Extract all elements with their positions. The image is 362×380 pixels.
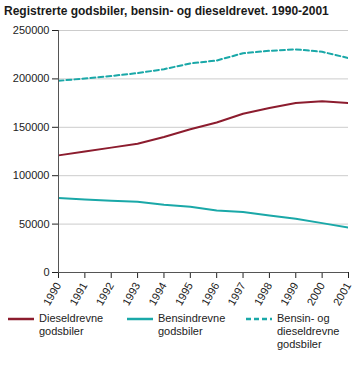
html-text:Bensin- og dieseldrevne godsbi: Bensin- og dieseldrevne godsbiler bbox=[277, 312, 340, 350]
svg-text:1997: 1997 bbox=[225, 280, 248, 307]
svg-text:1995: 1995 bbox=[172, 280, 195, 307]
svg-text:1994: 1994 bbox=[146, 280, 169, 307]
svg-text:1999: 1999 bbox=[278, 280, 301, 307]
svg-text:150000: 150000 bbox=[13, 121, 50, 133]
svg-text:1992: 1992 bbox=[93, 280, 116, 307]
svg-text:1990: 1990 bbox=[41, 280, 64, 307]
svg-text:2000: 2000 bbox=[304, 280, 327, 307]
svg-text:250000: 250000 bbox=[13, 24, 50, 36]
svg-text:1993: 1993 bbox=[120, 280, 143, 307]
svg-text:2001: 2001 bbox=[331, 280, 354, 307]
html-text:Registrerte godsbiler, bensin-: Registrerte godsbiler, bensin- og diesel… bbox=[4, 4, 329, 18]
html-text:Bensindrevne godsbiler: Bensindrevne godsbiler bbox=[158, 312, 226, 337]
svg-text:1996: 1996 bbox=[199, 280, 222, 307]
svg-text:200000: 200000 bbox=[13, 72, 50, 84]
svg-text:50000: 50000 bbox=[19, 218, 50, 230]
svg-text:1991: 1991 bbox=[67, 280, 90, 307]
svg-text:100000: 100000 bbox=[13, 169, 50, 181]
svg-text:1998: 1998 bbox=[252, 280, 275, 307]
html-text:Dieseldrevne godsbiler: Dieseldrevne godsbiler bbox=[39, 312, 104, 337]
svg-text:0: 0 bbox=[43, 266, 49, 278]
